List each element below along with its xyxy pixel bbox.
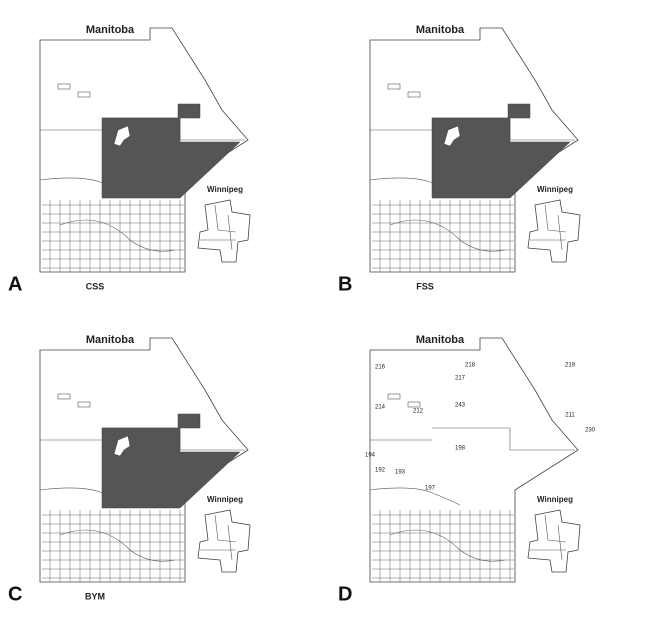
panel-letter: D (338, 583, 352, 605)
inset-label: Winnipeg (207, 185, 243, 194)
region-label: 198 (455, 446, 466, 452)
map-panel: Manitoba Winnipeg A CSS (8, 24, 250, 295)
winnipeg-outline (198, 200, 250, 262)
winnipeg-outline (198, 510, 250, 572)
map-panel: Manitoba Winnipeg B FSS (338, 24, 580, 295)
winnipeg-outline (528, 200, 580, 262)
map-title: Manitoba (416, 24, 465, 36)
map-title: Manitoba (86, 24, 135, 36)
panel-letter: B (338, 273, 352, 295)
region-label: 217 (455, 376, 466, 382)
region-label: 214 (375, 405, 386, 411)
method-caption: CSS (86, 281, 105, 291)
winnipeg-outline (528, 510, 580, 572)
region-label: 192 (375, 468, 386, 474)
region-label: 211 (565, 413, 575, 419)
region-label: 212 (413, 409, 424, 415)
region-label: 216 (375, 365, 386, 371)
region-label: 230 (585, 428, 596, 434)
map-panel: Manitoba Winnipeg C BYM (8, 334, 250, 605)
inset-label: Winnipeg (537, 495, 573, 504)
inset-label: Winnipeg (537, 185, 573, 194)
region-label: 218 (465, 363, 476, 369)
region-label: 193 (395, 470, 406, 476)
method-caption: BYM (85, 591, 105, 601)
region-label: 243 (455, 403, 466, 409)
map-title: Manitoba (86, 334, 135, 346)
map-title: Manitoba (416, 334, 465, 346)
panel-letter: C (8, 583, 22, 605)
region-label: 197 (425, 486, 436, 492)
panel-letter: A (8, 273, 22, 295)
region-label: 194 (365, 453, 376, 459)
method-caption: FSS (416, 281, 434, 291)
region-label: 219 (565, 363, 576, 369)
inset-label: Winnipeg (207, 495, 243, 504)
map-panel: Manitoba Winnipeg D 216 218 217 219 214 212 243 21… (338, 334, 596, 605)
figure: Manitoba Winnipeg A CSS Manitoba Winnipeg B FSS… (0, 0, 648, 621)
